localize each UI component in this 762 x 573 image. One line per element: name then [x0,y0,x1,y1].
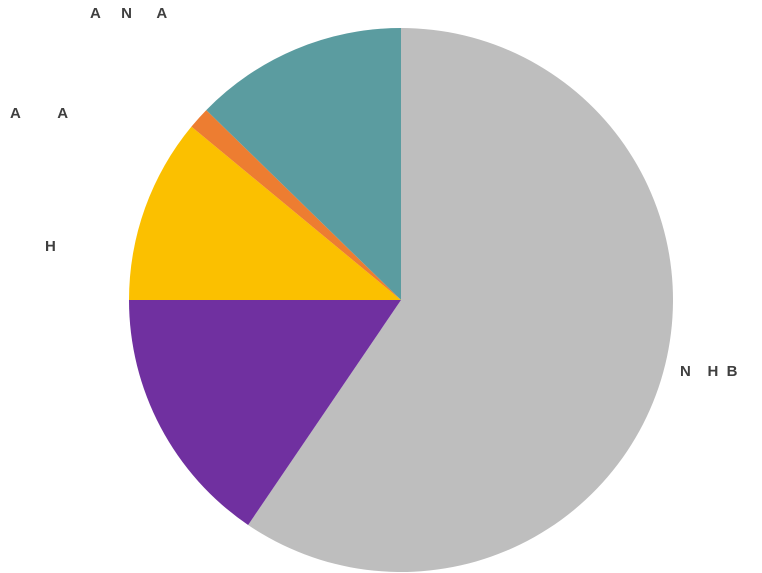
pie-slices [129,28,673,572]
pie-slice-yellow [129,126,401,301]
pie-slice-orange [191,110,401,301]
slice-label-teal-lower: A A [10,105,69,122]
pie-slice-gray [248,28,673,572]
slice-label-yellow: H [45,238,56,255]
slice-label-teal-upper: A N A [90,5,168,22]
pie-slice-teal [206,28,401,300]
pie-slice-purple [129,300,401,525]
slice-label-gray: N H B [680,363,738,380]
